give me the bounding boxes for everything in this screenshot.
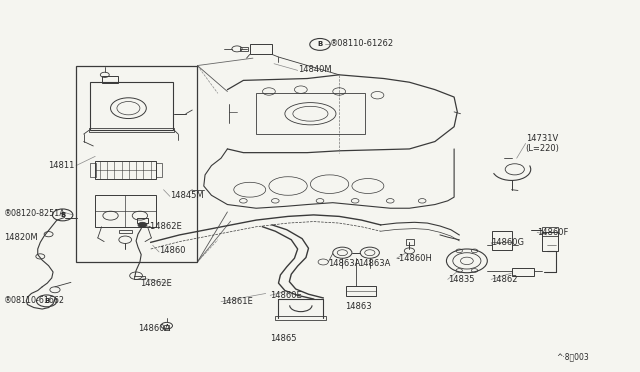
Bar: [346, 286, 376, 296]
Bar: [90, 82, 173, 131]
Bar: [275, 316, 326, 320]
Bar: [90, 163, 97, 177]
Bar: [137, 218, 148, 223]
Text: 14811: 14811: [48, 161, 74, 170]
Bar: [89, 128, 174, 132]
Text: B: B: [60, 212, 65, 218]
Text: 14840M: 14840M: [298, 65, 332, 74]
Bar: [134, 276, 145, 279]
Bar: [95, 161, 156, 179]
Text: 14731V
(L=220): 14731V (L=220): [525, 134, 559, 153]
Bar: [119, 230, 132, 234]
Bar: [542, 227, 558, 236]
Text: 14862: 14862: [491, 275, 518, 284]
Text: ®08120-8251A: ®08120-8251A: [4, 209, 66, 218]
Text: 14863: 14863: [346, 302, 372, 311]
Text: B: B: [317, 41, 323, 47]
Bar: [542, 232, 558, 251]
Bar: [164, 326, 170, 330]
Bar: [250, 44, 272, 54]
Text: 14860: 14860: [159, 246, 186, 255]
Bar: [492, 231, 511, 250]
Text: 14862E: 14862E: [140, 279, 172, 288]
Text: B: B: [44, 298, 49, 304]
Text: ®08110-61662: ®08110-61662: [4, 296, 65, 305]
Text: 14845M: 14845M: [170, 191, 204, 200]
Text: 14860E: 14860E: [270, 291, 302, 300]
Bar: [156, 163, 163, 177]
Text: -14862E: -14862E: [148, 222, 182, 231]
Bar: [240, 46, 248, 51]
Bar: [511, 267, 534, 276]
Text: 14820M: 14820M: [4, 233, 38, 243]
Bar: [256, 93, 365, 134]
Bar: [76, 65, 197, 262]
Text: 14835: 14835: [448, 275, 474, 284]
Text: ^·8）003: ^·8）003: [556, 352, 589, 361]
Text: -14860H: -14860H: [397, 254, 433, 263]
Text: 14861E: 14861E: [221, 297, 253, 306]
Text: 14865: 14865: [270, 334, 297, 343]
Bar: [102, 76, 118, 83]
Bar: [406, 238, 414, 245]
Text: 14863A: 14863A: [358, 259, 390, 268]
Text: 14860F: 14860F: [537, 228, 568, 237]
Bar: [95, 195, 156, 227]
Circle shape: [138, 222, 147, 228]
Text: 14863A: 14863A: [328, 259, 361, 268]
Text: 14860A: 14860A: [138, 324, 170, 333]
Text: 14860G: 14860G: [491, 238, 524, 247]
Text: ®08110-61262: ®08110-61262: [330, 39, 394, 48]
